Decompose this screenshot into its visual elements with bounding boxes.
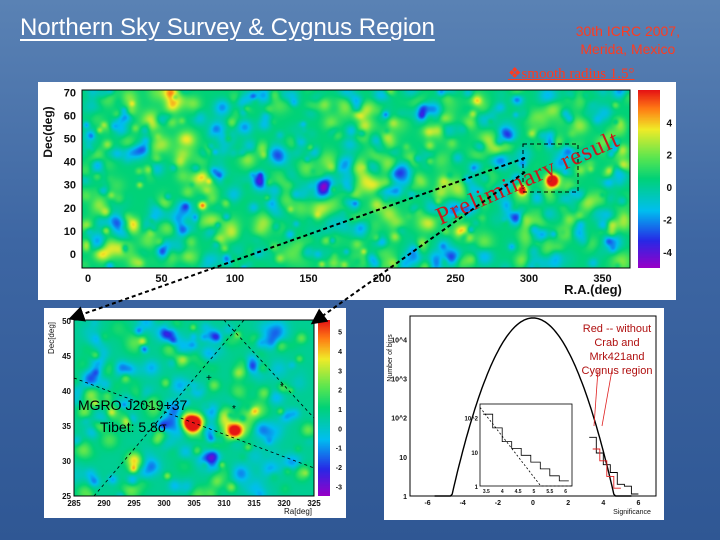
inset-xtick: 305 <box>187 499 201 508</box>
sky-map-xtick: 150 <box>299 273 317 285</box>
zoom-xtick: 4 <box>501 489 504 495</box>
sky-map-colorbar <box>638 90 660 268</box>
zoom-ytick: 10 <box>471 451 478 457</box>
significance-histogram: 10^4 10^3 10^2 10 1 -6 -4 -2 0 2 4 6 10^2 10 1 3.5 4 4… <box>384 308 664 520</box>
sky-map-colorbar-tick: -2 <box>663 215 672 226</box>
sky-map-colorbar-tick: -4 <box>663 248 672 259</box>
inset-xtick: 290 <box>97 499 111 508</box>
source-marker-star: * <box>280 382 284 393</box>
inset-ytick: 40 <box>62 387 71 396</box>
sky-map-ytick: 10 <box>64 226 76 238</box>
sky-map-colorbar-tick: 2 <box>666 151 672 162</box>
sky-map-xtick: 200 <box>373 273 391 285</box>
inset-colorbar-tick: 5 <box>338 330 342 337</box>
histogram-ylabel: Number of bins <box>387 334 394 382</box>
sky-map-colorbar-tick: 4 <box>666 118 672 129</box>
histogram-xtick: 4 <box>601 500 605 507</box>
inset-xtick: 285 <box>67 499 81 508</box>
inset-colorbar-tick: 1 <box>338 407 342 414</box>
histogram-xtick: 2 <box>566 500 570 507</box>
zoom-xtick: 5.5 <box>546 489 553 495</box>
inset-colorbar-tick: 0 <box>338 426 342 433</box>
histogram-annotation: Red -- without Crab and Mrk421and Cygnus… <box>581 323 653 377</box>
cygnus-inset-map: + * * 25 30 35 40 45 50 285 290 295 300 305 310 315… <box>44 308 346 518</box>
sky-map-xtick: 100 <box>226 273 244 285</box>
sky-map-xlabel: R.A.(deg) <box>564 282 622 297</box>
zoom-ytick: 10^2 <box>464 417 478 423</box>
zoom-ytick: 1 <box>475 485 479 491</box>
inset-colorbar-tick: 4 <box>338 349 342 356</box>
inset-xtick: 295 <box>127 499 141 508</box>
inset-colorbar <box>318 320 330 496</box>
inset-xtick: 310 <box>217 499 231 508</box>
inset-ylabel: Dec[deg] <box>47 322 56 354</box>
inset-ytick: 45 <box>62 352 71 361</box>
histogram-ytick: 10 <box>399 455 407 462</box>
inset-xtick: 325 <box>307 499 321 508</box>
histogram-ytick: 10^4 <box>391 336 407 344</box>
slide-title: Northern Sky Survey & Cygnus Region <box>20 14 435 41</box>
sky-map-ytick: 40 <box>64 157 76 169</box>
zoom-xtick: 4.5 <box>515 489 522 495</box>
inset-colorbar-tick: 2 <box>338 388 342 395</box>
inset-ytick: 30 <box>62 457 71 466</box>
sky-map-ytick: 70 <box>64 87 76 99</box>
zoom-xtick: 3.5 <box>483 489 490 495</box>
inset-heatmap <box>74 320 314 496</box>
zoom-xtick: 6 <box>564 489 567 495</box>
sky-map-colorbar-tick: 0 <box>666 183 672 194</box>
histogram-xlabel: Significance <box>613 509 651 516</box>
source-name-label: MGRO J2019+37 <box>78 397 188 413</box>
sky-map-ytick: 20 <box>64 203 76 215</box>
inset-colorbar-tick: 3 <box>338 368 342 375</box>
smooth-radius-label: ❖smooth radius 1.5° <box>508 64 635 83</box>
inset-ytick: 50 <box>62 317 71 326</box>
sky-map-ytick: 0 <box>70 249 76 261</box>
source-marker-plus: + <box>206 373 212 384</box>
tibet-significance-label: Tibet: 5.8σ <box>100 419 167 435</box>
sky-map-xtick: 300 <box>520 273 538 285</box>
inset-colorbar-tick: -3 <box>336 484 342 491</box>
inset-xlabel: Ra[deg] <box>284 507 312 516</box>
inset-colorbar-tick: -1 <box>336 446 342 453</box>
histogram-xtick: 0 <box>531 500 535 507</box>
histogram-xtick: -2 <box>495 500 501 507</box>
sky-map-xtick: 250 <box>446 273 464 285</box>
sky-map-ytick: 30 <box>64 180 76 192</box>
diamond-bullet-icon: ❖ <box>508 66 522 82</box>
sky-map-xtick: 350 <box>593 273 611 285</box>
histogram-ytick: 10^3 <box>391 376 407 384</box>
conference-line1: 30th ICRC 2007, <box>575 23 680 39</box>
sky-map-ylabel: Dec(deg) <box>41 106 55 157</box>
conference-line2: Merida, Mexico <box>580 41 676 57</box>
sky-map-ytick: 60 <box>64 110 76 122</box>
histogram-xtick: 6 <box>636 500 640 507</box>
histogram-ytick: 10^2 <box>391 415 407 423</box>
source-marker-star-2: * <box>232 404 236 415</box>
histogram-plot: 10^4 10^3 10^2 10 1 -6 -4 -2 0 2 4 6 10^2 10 1 3.5 4 4… <box>387 315 657 516</box>
inset-xtick: 300 <box>157 499 171 508</box>
inset-xtick: 315 <box>247 499 261 508</box>
histogram-xtick: -4 <box>460 500 466 507</box>
histogram-xtick: -6 <box>424 500 430 507</box>
inset-xtick: 320 <box>277 499 291 508</box>
zoom-xtick: 5 <box>533 489 536 495</box>
sky-map-xtick: 0 <box>85 273 91 285</box>
inset-colorbar-tick: -2 <box>336 465 342 472</box>
smooth-radius-text: smooth radius 1.5° <box>521 66 635 82</box>
inset-ytick: 35 <box>62 422 71 431</box>
conference-info: 30th ICRC 2007, Merida, Mexico <box>576 22 680 58</box>
sky-map-xtick: 50 <box>155 273 167 285</box>
histogram-ytick: 1 <box>403 494 407 501</box>
sky-map-ytick: 50 <box>64 134 76 146</box>
inset-ytick: 25 <box>62 492 71 501</box>
